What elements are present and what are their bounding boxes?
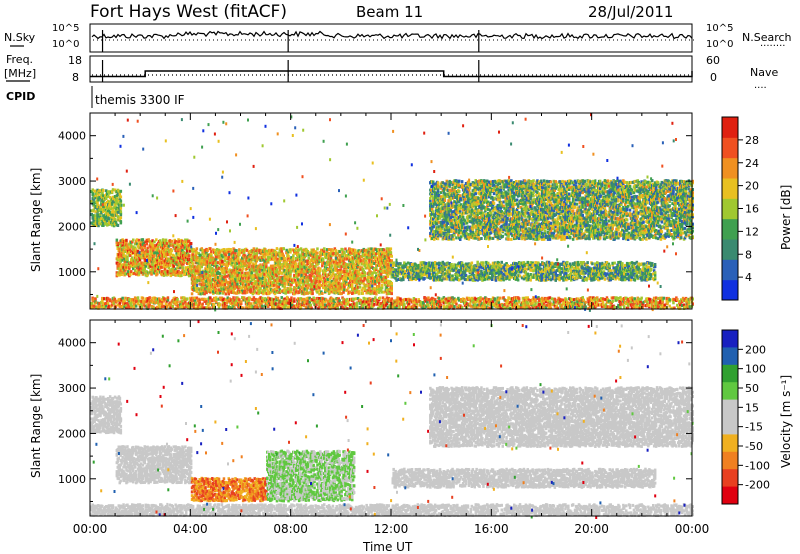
- heatmap-cell: [219, 303, 222, 306]
- heatmap-cell: [232, 296, 235, 299]
- noise-trace: [92, 30, 694, 52]
- heatmap-cell: [312, 297, 315, 300]
- heatmap-cell: [518, 297, 521, 300]
- heatmap-cell: [379, 297, 382, 300]
- heatmap-cell: [126, 258, 129, 261]
- heatmap-cell: [554, 298, 557, 301]
- heatmap-cell: [97, 193, 100, 196]
- heatmap-cell: [120, 199, 123, 202]
- noise-tick-top-left: 10^5: [52, 23, 79, 34]
- heatmap-cell: [611, 300, 614, 303]
- nave-label: Nave: [750, 66, 778, 79]
- freq-label-line1: Freq.: [6, 53, 33, 66]
- heatmap-cell: [453, 305, 456, 308]
- heatmap-cell: [121, 297, 124, 300]
- heatmap-cell: [438, 297, 441, 300]
- heatmap-cell: [640, 297, 643, 300]
- freq-trace: [90, 71, 692, 77]
- heatmap-cell: [427, 304, 430, 307]
- heatmap-cell: [373, 303, 376, 306]
- heatmap-cell: [120, 190, 123, 193]
- heatmap-cell: [613, 306, 616, 309]
- heatmap-cell: [455, 303, 458, 306]
- heatmap-cell: [96, 201, 99, 204]
- heatmap-cell: [499, 297, 502, 300]
- nsky-label: N.Sky: [4, 31, 36, 44]
- radar-summary-plot: Fort Hays West (fitACF) Beam 11 28/Jul/2…: [0, 0, 800, 554]
- heatmap-cell: [201, 303, 204, 306]
- heatmap-cell: [356, 304, 359, 307]
- heatmap-cell: [142, 238, 145, 241]
- cpid-value: themis 3300 IF: [95, 93, 185, 107]
- heatmap-cell: [167, 296, 170, 299]
- heatmap-cell: [623, 305, 626, 308]
- heatmap-cell: [125, 239, 128, 242]
- heatmap-cell: [148, 296, 151, 299]
- heatmap-cell: [261, 305, 264, 308]
- station-title: Fort Hays West (fitACF): [90, 2, 287, 22]
- heatmap-cell: [427, 296, 430, 299]
- heatmap-cell: [663, 297, 666, 300]
- nave-tick-bottom-right: 0: [710, 71, 717, 84]
- nsearch-dots-key: ........: [760, 38, 785, 49]
- heatmap-cell: [146, 242, 149, 245]
- heatmap-cell: [619, 306, 622, 309]
- heatmap-cell: [116, 239, 119, 242]
- heatmap-cell: [120, 210, 123, 213]
- heatmap-cell: [132, 239, 135, 242]
- heatmap-cell: [646, 300, 649, 303]
- heatmap-cell: [114, 218, 117, 221]
- heatmap-cell: [256, 303, 259, 306]
- heatmap-cell: [120, 220, 123, 223]
- noise-tick-top-right: 10^5: [706, 23, 733, 34]
- heatmap-cell: [107, 302, 110, 305]
- heatmap-cell: [293, 297, 296, 300]
- heatmap-cell: [117, 224, 120, 227]
- heatmap-cell: [584, 301, 587, 304]
- heatmap-cell: [498, 301, 501, 304]
- heatmap-cell: [176, 301, 179, 304]
- heatmap-cell: [668, 298, 671, 301]
- beam-label: Beam 11: [356, 3, 423, 21]
- heatmap-cell: [186, 297, 189, 300]
- noise-tick-bottom-left: 10^0: [52, 39, 79, 50]
- freq-panel-frame: [90, 56, 692, 82]
- heatmap-cell: [310, 304, 313, 307]
- nsky-trace: [92, 32, 692, 39]
- heatmap-cell: [120, 195, 123, 198]
- heatmap-cell: [403, 303, 406, 306]
- noise-tick-bottom-right: 10^0: [706, 39, 733, 50]
- heatmap-cell: [120, 216, 123, 219]
- freq-tick-bottom-left: 8: [72, 71, 79, 84]
- heatmap-cell: [176, 298, 179, 301]
- date-label: 28/Jul/2011: [588, 3, 673, 21]
- heatmap-cell: [277, 297, 280, 300]
- heatmap-cell: [172, 305, 175, 308]
- nave-dots-key: ....: [754, 80, 767, 91]
- heatmap-cell: [142, 297, 145, 300]
- heatmap-cell: [146, 250, 149, 253]
- freq-tick-top-left: 18: [68, 54, 82, 67]
- heatmap-cell: [102, 189, 105, 192]
- heatmap-cell: [688, 301, 691, 304]
- freq-label-line2: [MHz]: [4, 67, 36, 80]
- nave-tick-top-right: 60: [706, 54, 720, 67]
- heatmap-cell: [137, 296, 140, 299]
- cpid-label: CPID: [6, 90, 35, 103]
